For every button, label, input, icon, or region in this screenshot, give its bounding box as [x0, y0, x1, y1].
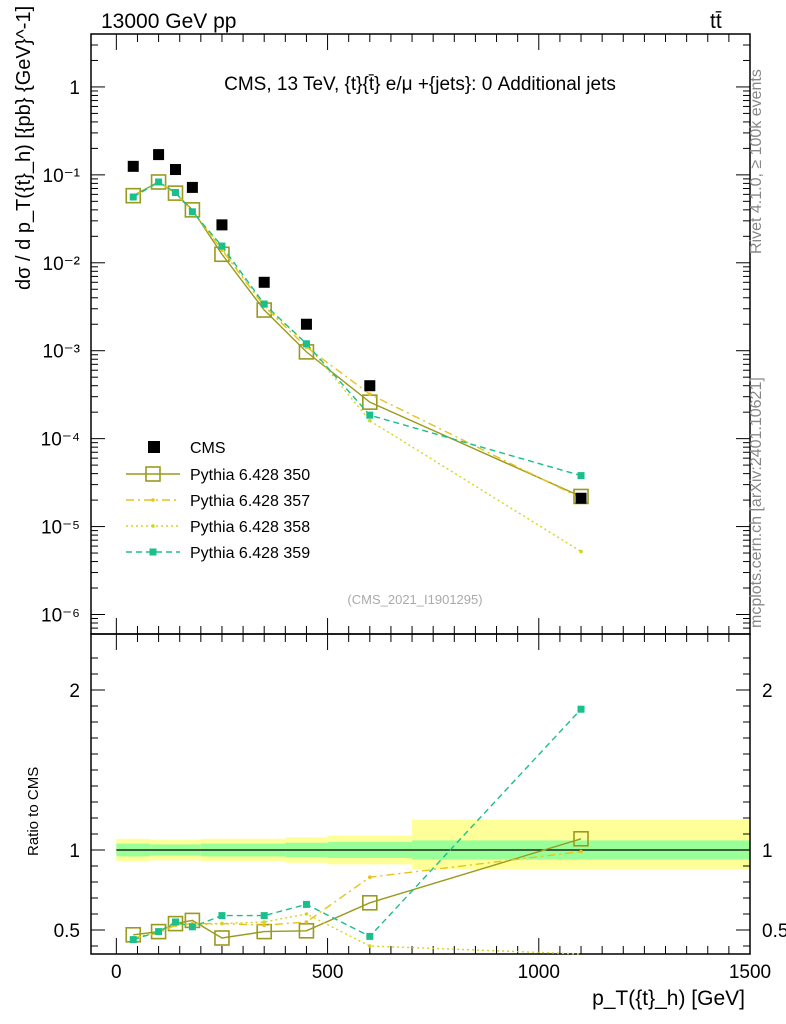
legend-label: Pythia 6.428 357: [190, 493, 310, 510]
mc-point: [167, 185, 184, 201]
mc-point: [368, 418, 372, 423]
ratio-point: [366, 932, 374, 940]
ratio-point: [129, 936, 137, 944]
mcplots-label: mcplots.cern.ch [arXiv:2401.10621]: [748, 377, 765, 628]
ratio-point: [171, 918, 179, 926]
legend-marker: [145, 466, 161, 482]
ratio-point: [220, 921, 224, 926]
ratio-point: [368, 944, 372, 948]
main-plot-frame: [90, 33, 751, 635]
y-tick-label: 10⁻⁵: [41, 518, 80, 539]
y-tick-label: 10⁻¹: [43, 166, 81, 187]
legend-cms-marker: [148, 441, 160, 453]
mc-point: [155, 178, 163, 186]
legend-marker: [151, 524, 155, 528]
mc-point: [366, 411, 374, 419]
ratio-y-axis-label: Ratio to CMS: [25, 767, 42, 856]
mc-point: [218, 242, 226, 250]
cms-point: [258, 276, 270, 288]
y-tick-label: 10⁻⁴: [41, 430, 80, 451]
mc-line: [132, 181, 582, 477]
y-tick-label: 10⁻³: [43, 342, 81, 363]
legend-label: Pythia 6.428 358: [190, 519, 310, 536]
chart-title: CMS, 13 TeV, {t}{t̄} e/μ +{jets}: 0 Addi…: [224, 74, 616, 95]
mc-point: [579, 549, 583, 554]
ratio-point: [304, 920, 309, 924]
ratio-point: [577, 705, 585, 713]
cms-point: [300, 318, 312, 330]
cms-point: [575, 492, 587, 504]
rivet-label: Rivet 4.1.0, ≥ 100k events: [748, 69, 765, 254]
cms-point: [153, 149, 165, 161]
legend-label: Pythia 6.428 350: [190, 467, 310, 484]
ratio-y-tick-label: 0.5: [54, 921, 80, 942]
mc-point: [302, 340, 310, 348]
process-label: tt̄: [710, 10, 722, 33]
mc-point: [577, 472, 585, 480]
mc-point: [188, 208, 196, 216]
cms-point: [186, 181, 198, 193]
ratio-y-tick-label-right: 0.5: [762, 921, 786, 942]
cms-point: [127, 160, 139, 172]
ratio-point: [302, 900, 310, 908]
x-tick-label: 500: [312, 962, 344, 983]
x-tick-label: 1000: [518, 962, 560, 983]
legend-label: Pythia 6.428 359: [190, 545, 310, 562]
y-tick-label: 1: [69, 78, 80, 99]
cms-point: [364, 380, 376, 392]
mc-point: [150, 174, 167, 190]
ratio-point: [362, 894, 378, 911]
ratio-point: [155, 928, 163, 936]
ratio-point: [150, 923, 167, 940]
legend-marker: [149, 548, 157, 556]
x-axis-label: p_T({t}_h) [GeV]: [592, 987, 745, 1010]
mc-point: [129, 193, 137, 201]
mc-point: [368, 392, 372, 397]
mc-point: [184, 202, 201, 218]
ratio-plot-frame: [90, 633, 751, 955]
ratio-y-tick-label-right: 2: [762, 681, 773, 702]
ratio-point: [262, 920, 266, 924]
ratio-y-tick-label: 2: [69, 681, 80, 702]
ratio-point: [214, 930, 230, 946]
mc-line: [132, 181, 582, 553]
legend-marker: [151, 498, 155, 502]
ratio-y-tick-label: 1: [69, 841, 80, 862]
analysis-watermark: (CMS_2021_I1901295): [347, 592, 482, 607]
cms-point: [169, 164, 181, 176]
ratio-point: [188, 923, 196, 931]
x-tick-label: 1500: [729, 962, 771, 983]
mc-point: [171, 189, 179, 197]
ratio-point: [368, 875, 372, 879]
y-tick-label: 10⁻⁶: [41, 605, 80, 626]
cms-point: [216, 219, 228, 231]
legend: CMS Pythia 6.428 350 Pythia 6.428 357 Pythi…: [126, 440, 310, 562]
ratio-point: [573, 830, 589, 847]
x-tick-label: 0: [111, 962, 122, 983]
ratio-point: [304, 912, 309, 916]
y-tick-label: 10⁻²: [43, 254, 81, 275]
energy-label: 13000 GeV pp: [101, 10, 236, 33]
ratio-y-tick-label-right: 1: [762, 841, 773, 862]
legend-cms-label: CMS: [190, 440, 226, 457]
ratio-point: [579, 849, 583, 854]
mc-point: [260, 300, 268, 308]
ratio-point: [260, 912, 268, 920]
mc-point: [125, 187, 142, 204]
y-axis-label: dσ / d p_T({t}_h) [{pb} {GeV}^-1]: [13, 6, 35, 290]
ratio-point: [262, 923, 266, 927]
ratio-point: [218, 912, 226, 920]
